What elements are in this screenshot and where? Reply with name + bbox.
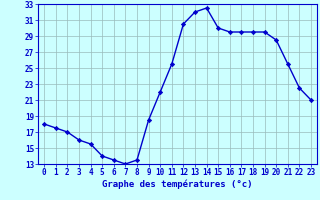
X-axis label: Graphe des températures (°c): Graphe des températures (°c) — [102, 180, 253, 189]
